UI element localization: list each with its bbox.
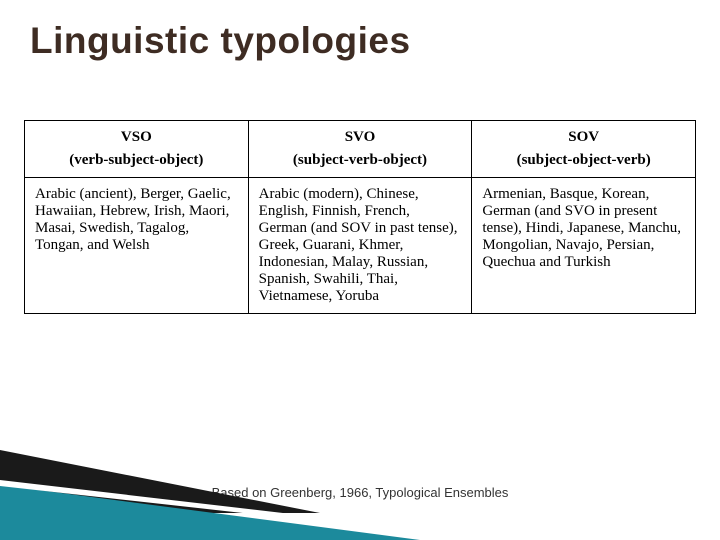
col-abbr: SVO	[259, 129, 462, 146]
table-header-row: VSO (verb-subject-object) SVO (subject-v…	[25, 121, 696, 178]
col-abbr: VSO	[35, 129, 238, 146]
col-header-sov: SOV (subject-object-verb)	[472, 121, 696, 178]
col-header-svo: SVO (subject-verb-object)	[248, 121, 472, 178]
cell-vso-langs: Arabic (ancient), Berger, Gaelic, Hawaii…	[25, 178, 249, 314]
cell-sov-langs: Armenian, Basque, Korean, German (and SV…	[472, 178, 696, 314]
attribution-text: Based on Greenberg, 1966, Typological En…	[0, 485, 720, 500]
swoosh-dark	[0, 450, 320, 513]
col-header-vso: VSO (verb-subject-object)	[25, 121, 249, 178]
typology-table-body: Arabic (ancient), Berger, Gaelic, Hawaii…	[25, 178, 696, 314]
page-title: Linguistic typologies	[30, 20, 411, 62]
col-abbr: SOV	[482, 129, 685, 146]
col-desc: (verb-subject-object)	[35, 152, 238, 169]
cell-svo-langs: Arabic (modern), Chinese, English, Finni…	[248, 178, 472, 314]
typology-table: VSO (verb-subject-object) SVO (subject-v…	[24, 120, 696, 314]
col-desc: (subject-object-verb)	[482, 152, 685, 169]
table-row: Arabic (ancient), Berger, Gaelic, Hawaii…	[25, 178, 696, 314]
slide: Linguistic typologies VSO (verb-subject-…	[0, 0, 720, 540]
typology-table-wrap: VSO (verb-subject-object) SVO (subject-v…	[24, 120, 696, 314]
typology-table-head: VSO (verb-subject-object) SVO (subject-v…	[25, 121, 696, 178]
col-desc: (subject-verb-object)	[259, 152, 462, 169]
